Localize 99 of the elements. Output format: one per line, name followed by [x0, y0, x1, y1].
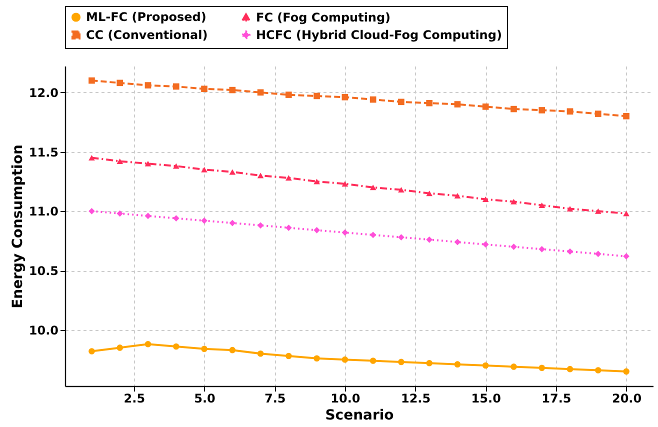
point: [342, 181, 348, 187]
point: [398, 187, 404, 193]
y-tick-label: 11.5: [28, 145, 58, 160]
y-tick-label: 10.5: [28, 264, 58, 278]
point: [286, 175, 292, 181]
point: [594, 367, 602, 374]
point: [257, 89, 264, 96]
point: [144, 82, 152, 88]
point: [370, 96, 376, 103]
point: [566, 206, 574, 212]
point: [144, 160, 152, 166]
point: [257, 172, 264, 178]
point: [314, 355, 320, 362]
point: [229, 169, 236, 175]
point: [257, 222, 264, 229]
point: [144, 212, 152, 220]
point: [116, 210, 124, 217]
legend-label: CC (Conventional): [86, 28, 208, 42]
point: [286, 352, 292, 360]
point: [566, 366, 574, 372]
point: [398, 98, 404, 106]
legend-label: ML-FC (Proposed): [86, 10, 206, 24]
point: [286, 224, 292, 231]
point: [623, 113, 630, 120]
point: [88, 154, 95, 160]
point: [594, 250, 602, 258]
point: [398, 358, 404, 366]
point: [370, 232, 376, 238]
point: [510, 198, 517, 204]
point: [342, 229, 348, 236]
y-axis-title: Energy Consumption: [10, 144, 26, 308]
point: [342, 356, 348, 363]
point: [538, 364, 546, 372]
point: [454, 101, 461, 108]
point: [229, 346, 236, 354]
point: [172, 163, 180, 169]
point: [172, 83, 180, 90]
point: [482, 196, 489, 202]
point: [116, 158, 124, 164]
point: [201, 217, 208, 224]
point: [454, 238, 461, 246]
x-tick-label: 5.0: [194, 392, 216, 406]
x-tick-label: 7.5: [264, 392, 286, 406]
point: [370, 358, 376, 364]
point: [314, 226, 320, 234]
point: [370, 184, 376, 190]
point: [566, 108, 574, 115]
legend-label: HCFC (Hybrid Cloud-Fog Computing): [256, 28, 502, 42]
y-tick-label: 11.0: [28, 204, 58, 219]
point: [257, 350, 264, 357]
point: [144, 340, 152, 348]
point: [594, 208, 602, 214]
point: [623, 210, 630, 216]
x-tick-label: 2.5: [124, 392, 146, 406]
point: [454, 192, 461, 198]
point: [482, 241, 489, 248]
point: [566, 248, 574, 255]
point: [116, 80, 124, 86]
point: [201, 346, 208, 352]
point: [201, 166, 208, 172]
x-tick-label: 17.5: [542, 392, 572, 406]
x-tick-label: 12.5: [400, 392, 431, 406]
point: [426, 236, 432, 243]
x-tick-label: 15.0: [471, 392, 501, 406]
point: [201, 86, 208, 92]
point: [88, 77, 95, 84]
point: [116, 344, 124, 351]
point: [482, 362, 489, 369]
point: [286, 92, 292, 98]
point: [229, 220, 236, 226]
point: [538, 246, 546, 252]
point: [623, 368, 630, 375]
point: [454, 361, 461, 368]
point: [314, 178, 320, 184]
point: [426, 360, 432, 366]
point: [594, 110, 602, 117]
point: [538, 202, 546, 208]
point: [426, 190, 432, 196]
y-tick-label: 10.0: [28, 323, 58, 338]
point: [510, 106, 517, 112]
point: [342, 94, 348, 100]
point: [398, 234, 404, 240]
point: [623, 253, 630, 260]
x-tick-label: 20.0: [612, 392, 642, 406]
point: [538, 107, 546, 114]
point: [172, 215, 180, 222]
y-tick-label: 12.0: [28, 86, 58, 100]
point: [229, 86, 236, 94]
point: [88, 208, 95, 214]
point: [510, 244, 517, 250]
point: [426, 100, 432, 106]
point: [172, 343, 180, 350]
point: [482, 104, 489, 110]
point: [314, 92, 320, 100]
legend-label: FC (Fog Computing): [256, 10, 391, 24]
point: [510, 364, 517, 370]
x-tick-label: 10.0: [330, 392, 360, 406]
x-axis-title: Scenario: [325, 408, 394, 424]
point: [88, 348, 95, 354]
